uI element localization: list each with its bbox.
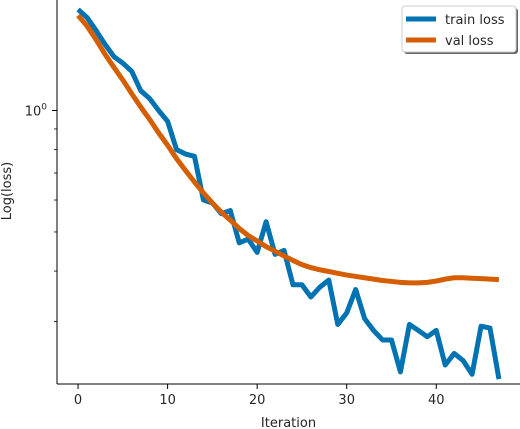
y-axis-label: Log(loss) xyxy=(0,162,15,220)
x-tick-label: 0 xyxy=(74,393,82,408)
legend-label-train-loss: train loss xyxy=(445,13,505,28)
x-tick-label: 30 xyxy=(338,393,355,408)
y-tick-label: 100 xyxy=(25,102,48,119)
x-tick-label: 20 xyxy=(249,393,266,408)
x-axis-label: Iteration xyxy=(261,416,316,429)
legend-label-val-loss: val loss xyxy=(445,34,494,49)
x-tick-label: 10 xyxy=(159,393,176,408)
legend: train loss val loss xyxy=(401,5,518,54)
series-line-val-loss xyxy=(76,13,500,286)
series-line-train-loss xyxy=(76,7,502,380)
x-tick-label: 40 xyxy=(428,393,445,408)
